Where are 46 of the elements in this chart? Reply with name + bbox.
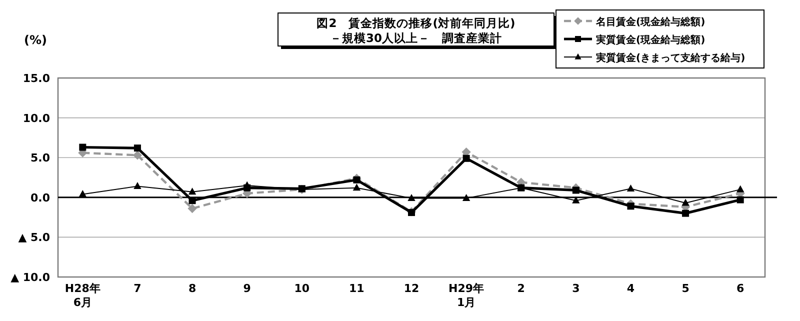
y-tick-label: 0.0 — [30, 191, 50, 204]
point — [572, 186, 580, 194]
x-tick-label: H29年 1月 — [448, 282, 484, 309]
point — [462, 154, 470, 162]
point — [682, 210, 690, 217]
y-tick-label: ▲ 5.0 — [18, 231, 50, 244]
point — [572, 196, 580, 204]
x-tick-label: 6 — [736, 282, 745, 295]
point — [134, 182, 142, 190]
point — [79, 144, 86, 151]
point — [352, 184, 361, 191]
legend-label: 実質賃金(きまって支給する給与) — [595, 52, 746, 64]
y-axis-title: (%) — [24, 33, 47, 47]
point — [736, 185, 744, 192]
x-tick-label: 10 — [294, 282, 310, 295]
x-tick-label: 8 — [188, 282, 196, 295]
chart-subtitle: －規模30人以上－ 調査産業計 — [330, 31, 502, 45]
point — [462, 194, 470, 201]
x-tick-label: 11 — [349, 282, 364, 295]
legend-label: 名目賃金(現金給与総額) — [595, 16, 706, 28]
x-tick-label: 5 — [682, 282, 690, 295]
x-tick-label: 3 — [572, 282, 580, 295]
point — [736, 196, 744, 204]
x-tick-label: 9 — [243, 282, 251, 295]
x-tick-label: 12 — [404, 282, 420, 295]
x-tick-label: 4 — [626, 282, 635, 295]
point — [682, 198, 690, 206]
point — [132, 150, 142, 160]
point — [408, 194, 416, 201]
point — [626, 184, 635, 192]
legend-label: 実質賃金(現金給与総額) — [595, 34, 706, 46]
point — [188, 197, 196, 204]
point — [134, 144, 141, 152]
x-tick-label: 2 — [517, 282, 525, 295]
point — [188, 188, 196, 195]
y-tick-label: 10.0 — [22, 112, 50, 125]
chart-title: 図2 賃金指数の推移(対前年同月比) — [316, 16, 516, 30]
x-tick-label: 7 — [134, 282, 142, 295]
y-tick-label: 15.0 — [22, 72, 50, 85]
y-tick-label: 5.0 — [30, 152, 50, 165]
point — [627, 202, 634, 210]
x-tick-label: H28年 6月 — [64, 282, 100, 309]
point — [188, 204, 197, 214]
point — [78, 190, 87, 198]
y-tick-label: ▲ 10.0 — [10, 271, 50, 284]
point — [353, 176, 360, 184]
